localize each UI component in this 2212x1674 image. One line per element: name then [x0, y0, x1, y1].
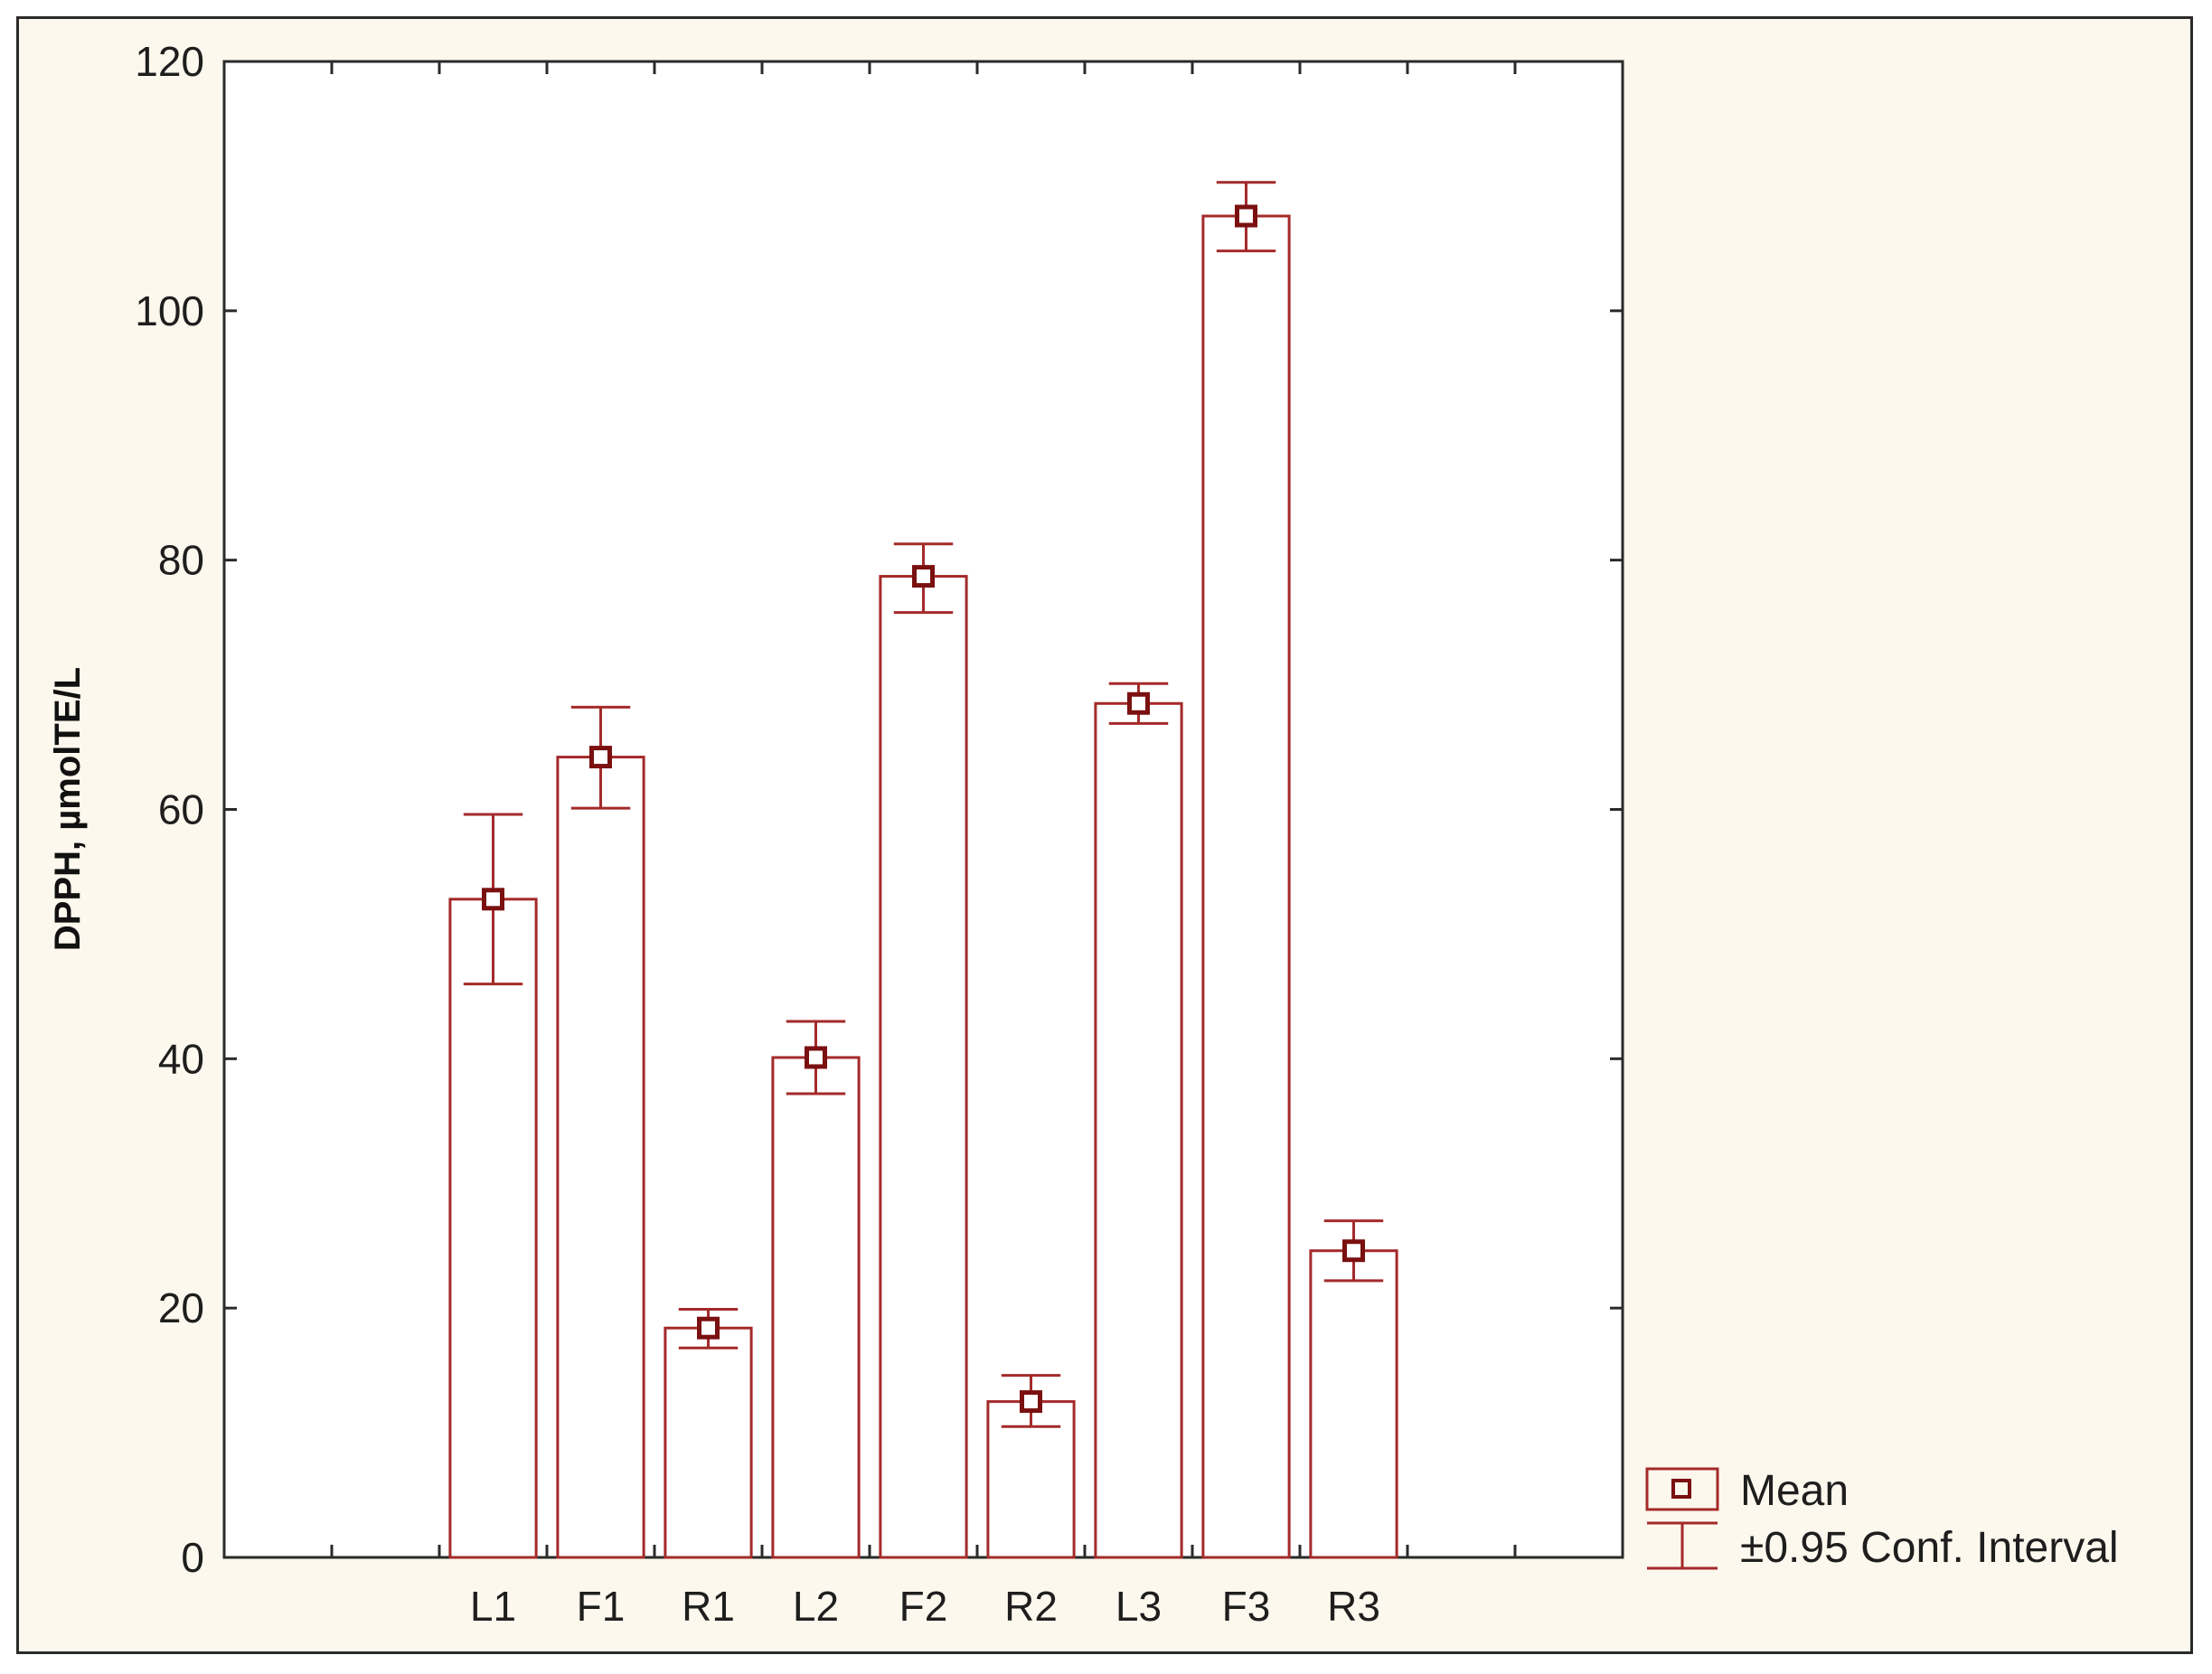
y-tick-label: 20	[158, 1284, 204, 1331]
mean-marker-L1	[482, 888, 504, 911]
category-labels: L1 F1 R1 L2 F2 R2 L3 F3 R3	[470, 1583, 1380, 1630]
mean-marker-F3	[1235, 204, 1257, 228]
mean-marker-L3	[1127, 691, 1150, 715]
y-tick-label: 60	[158, 786, 204, 833]
y-axis-title: DPPH, µmolTE/L	[48, 667, 88, 951]
x-tick-label-L3: L3	[1115, 1583, 1162, 1630]
y-axis-ticks: 0 20 40 60 80 100 120	[135, 38, 1623, 1581]
mean-marker-series	[482, 204, 1365, 1414]
legend-mean-label: Mean	[1740, 1467, 1849, 1515]
y-tick-label: 100	[135, 287, 204, 334]
mean-marker-R2	[1020, 1390, 1042, 1414]
confidence-interval-series	[463, 181, 1384, 1428]
legend: Mean ±0.95 Conf. Interval	[1645, 1467, 2119, 1572]
legend-mean-marker	[1671, 1479, 1691, 1499]
x-tick-label-L2: L2	[793, 1583, 839, 1630]
x-tick-label-F3: F3	[1222, 1583, 1271, 1630]
x-tick-label-R3: R3	[1327, 1583, 1380, 1630]
mean-marker-L2	[805, 1046, 827, 1069]
y-tick-label: 80	[158, 537, 204, 584]
x-tick-label-F1: F1	[577, 1583, 626, 1630]
y-tick-label: 0	[181, 1534, 204, 1581]
x-tick-label-R1: R1	[682, 1583, 735, 1630]
x-tick-label-R2: R2	[1004, 1583, 1058, 1630]
y-tick-label: 40	[158, 1035, 204, 1082]
mean-marker-R3	[1342, 1239, 1365, 1263]
mean-marker-F1	[589, 746, 612, 769]
legend-mean-swatch	[1645, 1467, 1719, 1511]
plot-area	[222, 60, 1624, 1559]
x-tick-label-L1: L1	[470, 1583, 516, 1630]
legend-ci-label: ±0.95 Conf. Interval	[1740, 1524, 2119, 1572]
x-tick-label-F2: F2	[899, 1583, 948, 1630]
mean-marker-R1	[697, 1316, 720, 1340]
x-axis-ticks	[330, 61, 1517, 1557]
mean-marker-F2	[912, 565, 935, 588]
y-tick-label: 120	[135, 38, 204, 85]
